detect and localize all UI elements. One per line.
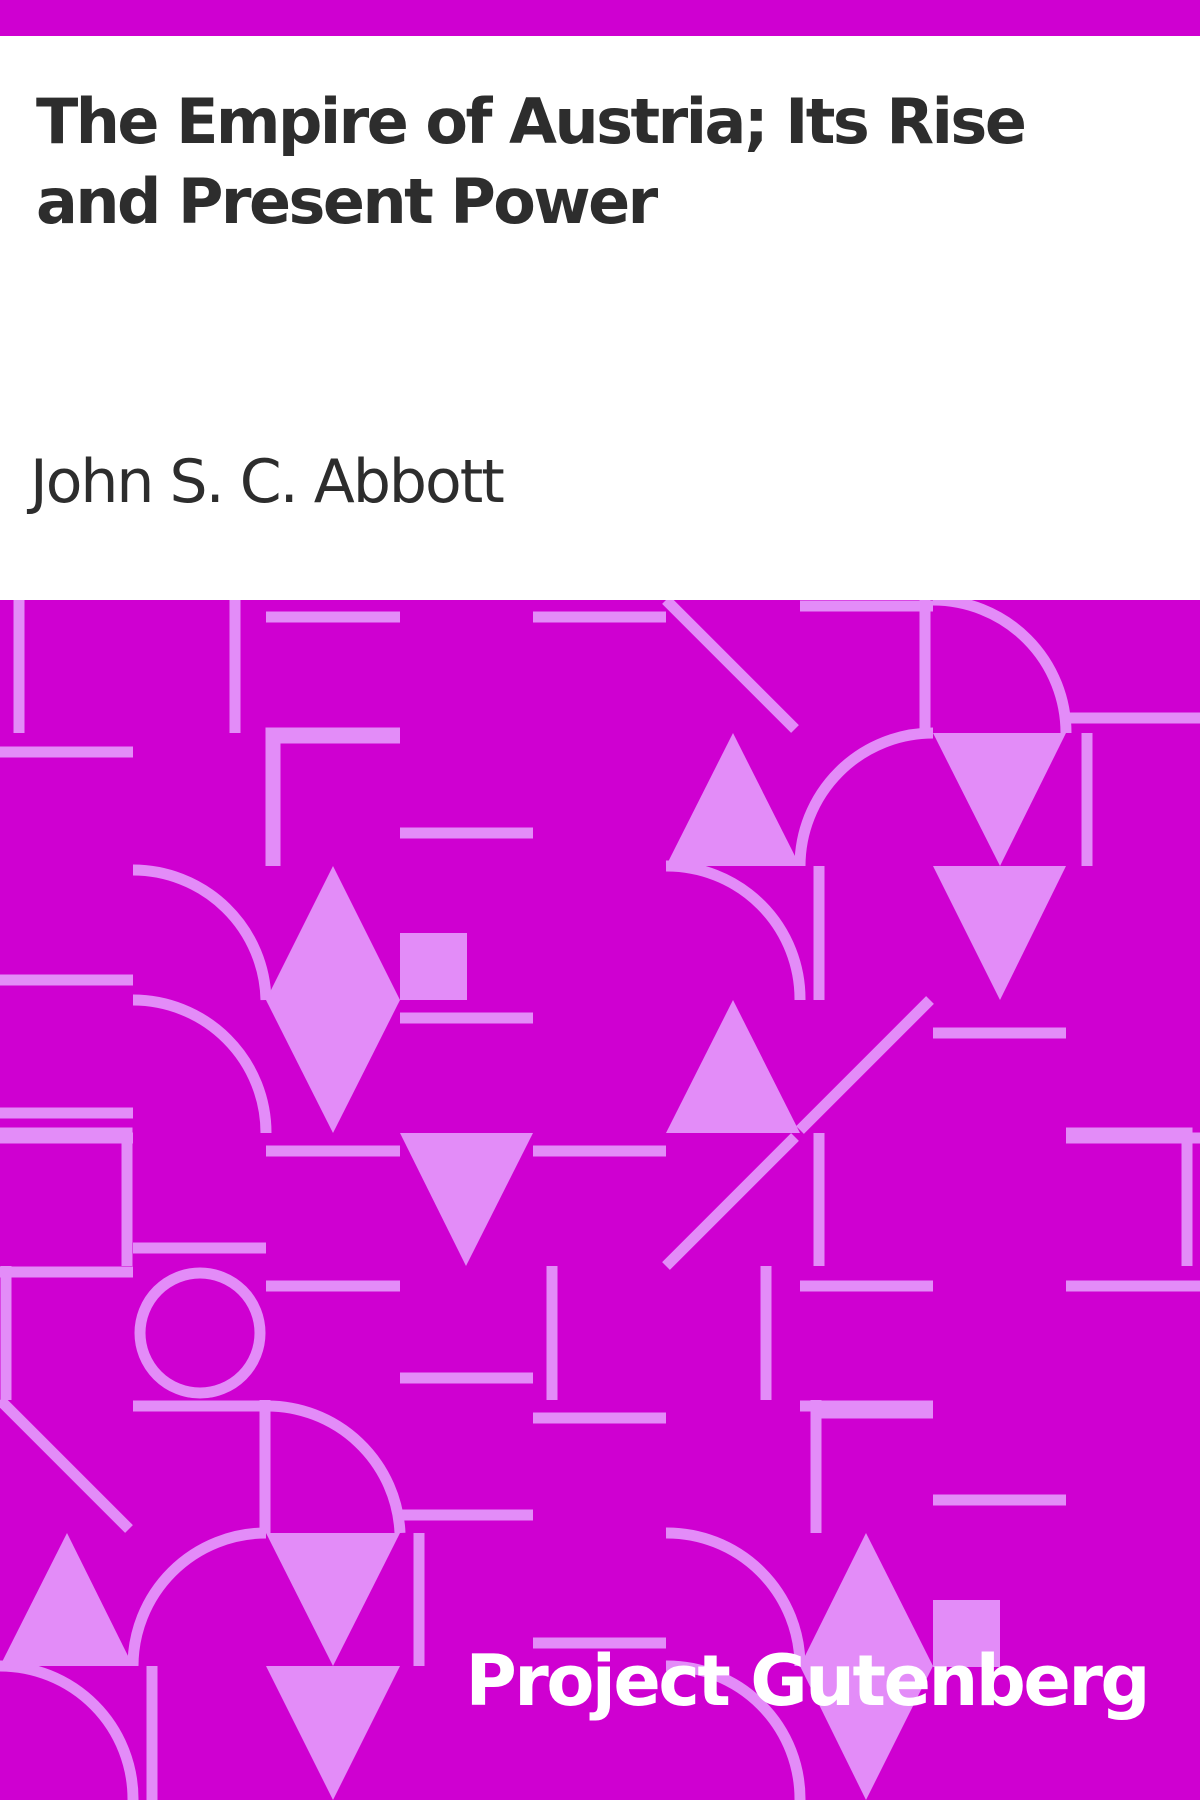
pattern-filled-shapes [0,733,1066,1800]
pattern-circle [134,1267,266,1399]
pattern-polygon [266,1533,400,1666]
pattern-polygon [400,1133,533,1266]
pattern-polygon [666,1000,800,1133]
pattern-bracket [265,727,400,866]
pattern-polygon [933,866,1066,1000]
pattern-polygon [933,733,1066,866]
pattern-polygon [266,1666,400,1800]
pattern-bracket [1066,1127,1193,1266]
book-title: The Empire of Austria; Its Rise and Pres… [36,85,1027,238]
title-area [0,36,1200,599]
pattern-arc [0,1660,139,1800]
pattern-arc [132,994,272,1134]
pattern-line [796,996,934,1134]
pattern-line [662,600,799,733]
pattern-line [662,1133,799,1270]
pattern-arc [265,1400,406,1534]
pattern-line [0,1396,133,1533]
book-author: John S. C. Abbott [30,447,505,517]
pattern-polygon [266,866,400,1133]
geometric-pattern [0,600,1200,1800]
publisher-name: Project Gutenberg [465,1640,1151,1722]
pattern-arc [794,727,934,867]
pattern-arc [127,1527,267,1667]
pattern-polygon [800,1533,933,1800]
pattern-polygon [666,733,800,866]
pattern-bracket [810,1407,933,1533]
pattern-square [933,1600,1000,1667]
pattern-square [400,933,467,1000]
pattern-arc [665,860,806,1001]
pattern-arc [665,1660,806,1800]
pattern-polygon [0,1533,133,1666]
pattern-bracket [0,1127,133,1266]
pattern-shapes [0,600,1200,1800]
pattern-arc [665,1527,806,1667]
top-color-bar [0,0,1200,36]
pattern-arc [932,600,1072,734]
pattern-arc [132,864,272,1001]
